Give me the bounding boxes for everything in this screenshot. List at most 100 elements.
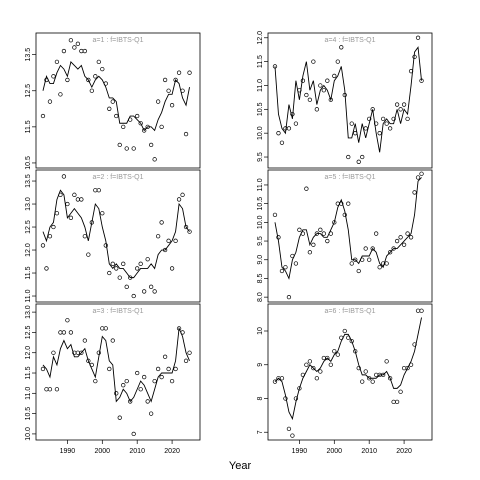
panel: a=1 : f=IBTS-Q1 10.5 11.5 12.5 13.5 [25,32,201,170]
data-point [384,261,389,266]
data-point [159,124,164,130]
data-point [363,126,368,131]
data-point [346,201,351,206]
data-point [100,211,105,216]
data-point [65,318,70,323]
panel: a=4 : f=IBTS-Q1 9.5 10.0 10.5 11.0 11.5 12.0 [257,31,433,169]
data-point [293,261,299,266]
data-point [107,270,112,276]
data-point [360,154,365,160]
fit-line [42,189,190,279]
data-point [377,265,382,270]
data-point [155,234,161,239]
data-point [162,354,168,359]
panel-title: a=4 : f=IBTS-Q1 [325,37,376,44]
data-point [311,365,316,371]
panel: a=3 : f=IBTS-Q1 10.0 10.5 11.0 11.5 12.0 12.5 1… [25,303,201,455]
data-point [272,212,278,218]
data-point [370,379,375,384]
data-point [121,383,126,388]
data-point [159,220,164,225]
data-point [110,338,115,343]
data-point [148,142,154,148]
y-tick-label: 12.5 [25,220,32,234]
y-tick-label: 12.0 [257,31,264,45]
panel-frame [35,32,201,169]
panel: a=6 : f=IBTS-Q1 7 8 9 10 1990 2000 2010 2020 [257,303,433,455]
data-point [314,107,320,112]
data-point [187,350,192,355]
x-tick-label: 1990 [60,448,76,455]
data-point [65,77,70,83]
data-point [398,235,403,240]
y-tick-label: 10.0 [257,126,264,140]
panel-frame [267,32,433,169]
data-point [145,399,150,404]
data-point [398,389,403,394]
data-point [342,328,347,334]
data-point [290,433,295,438]
data-point [408,235,414,240]
panel-title: a=1 : f=IBTS-Q1 [93,37,144,44]
data-point [183,358,189,363]
data-point [311,242,316,247]
data-point [363,369,368,374]
y-tick-label: 11.0 [25,289,32,302]
data-point [176,197,182,202]
data-point [173,366,178,372]
data-point [54,59,60,65]
data-point [135,113,140,119]
panel-frame [267,169,433,303]
data-point [286,294,292,300]
data-point [356,268,361,274]
y-tick-label: 8 [257,396,264,400]
data-point [40,243,46,248]
y-tick-label: 12.0 [25,243,32,257]
data-point [159,374,164,380]
y-tick-label: 11.5 [25,120,32,133]
data-point [318,83,323,88]
data-point [110,99,115,104]
data-point [394,399,400,405]
data-point [279,376,285,381]
data-point [89,88,94,93]
y-tick-label: 11.0 [257,79,264,92]
y-tick-label: 9.0 [257,255,264,265]
data-point [307,250,313,255]
data-point [61,330,67,335]
data-point [86,358,91,363]
y-tick-label: 8.5 [257,273,264,283]
data-point [121,124,126,130]
data-point [117,142,122,148]
data-point [387,376,393,381]
panel: a=2 : f=IBTS-Q1 11.0 11.5 12.0 12.5 13.0 13.5 [25,169,201,303]
data-point [374,231,379,236]
data-point [405,231,410,236]
data-point [152,289,157,294]
data-point [138,121,143,126]
data-point [176,70,182,75]
y-tick-label: 7 [257,430,264,434]
data-point [86,252,91,257]
data-point [360,379,365,384]
data-point [135,370,140,376]
data-point [82,338,88,343]
data-point [415,35,421,40]
data-point [114,391,119,396]
data-point [142,289,147,294]
y-tick-label: 9.5 [257,152,264,162]
data-point [51,350,56,355]
data-point [155,99,161,104]
data-point [367,257,372,262]
data-point [405,365,410,371]
data-point [72,192,77,197]
y-tick-label: 13.5 [25,48,32,62]
data-point [51,224,56,230]
panel-title: a=6 : f=IBTS-Q1 [325,308,376,315]
data-point [325,238,330,244]
data-point [110,261,115,266]
data-point [321,231,326,236]
data-point [72,45,77,50]
data-point [61,48,67,54]
